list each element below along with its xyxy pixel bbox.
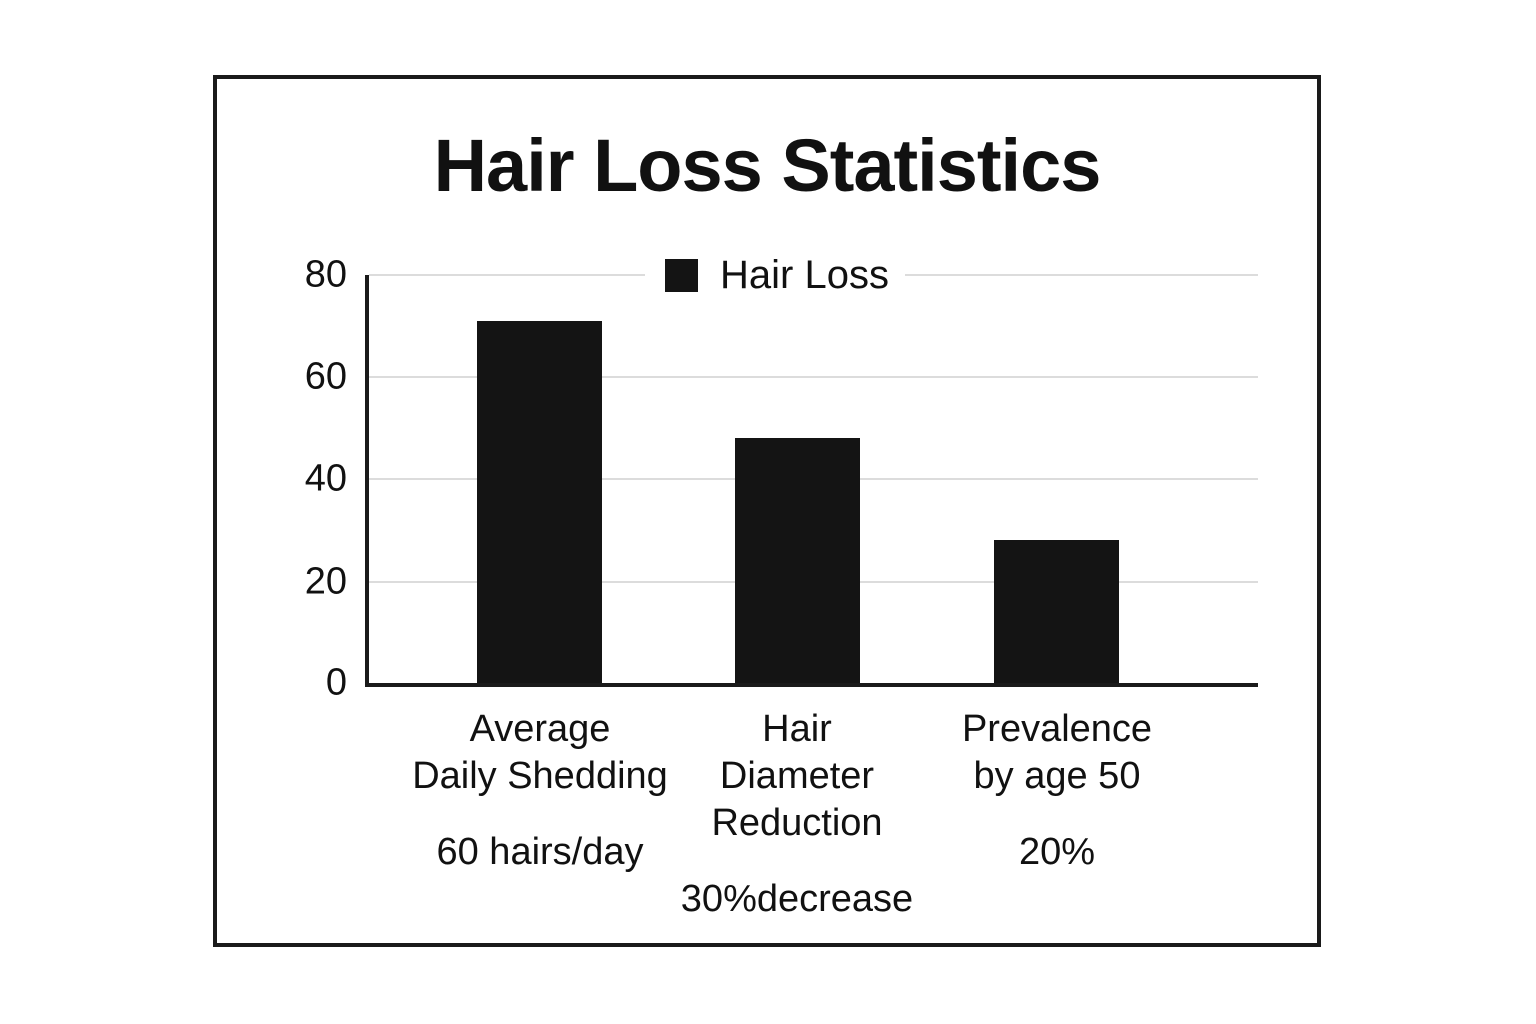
category-line: Hair — [762, 708, 832, 750]
category-line: by age 50 — [973, 755, 1141, 797]
category-line: Average — [469, 708, 611, 750]
value-annotation: 60 hairs/day — [436, 831, 644, 873]
category-label-prevalence-by-age-50: Prevalence by age 50 20% — [897, 706, 1217, 876]
y-tick-80: 80 — [304, 253, 347, 296]
y-tick-60: 60 — [304, 355, 347, 398]
gridline-60 — [369, 376, 1258, 378]
category-line: Prevalence — [961, 708, 1153, 750]
category-label-hair-diameter-reduction: Hair Diameter Reduction 30%decrease — [637, 706, 957, 923]
legend-swatch-hair-loss — [665, 258, 698, 292]
value-annotation: 30%decrease — [680, 878, 914, 920]
bar-average-daily-shedding — [477, 320, 602, 683]
y-tick-20: 20 — [304, 560, 347, 603]
category-label-average-daily-shedding: Average Daily Shedding 60 hairs/day — [380, 706, 700, 876]
category-line: Daily Shedding — [412, 755, 668, 797]
bar-hair-diameter-reduction — [735, 438, 860, 683]
y-tick-40: 40 — [304, 457, 347, 500]
chart-frame: Hair Loss Statistics Hair Loss 80 60 40 … — [213, 75, 1321, 947]
legend: Hair Loss — [645, 244, 905, 306]
value-annotation: 20% — [1018, 831, 1096, 873]
legend-label: Hair Loss — [720, 252, 889, 297]
category-line: Diameter — [719, 755, 875, 797]
y-tick-0: 0 — [325, 661, 347, 704]
y-axis-line — [365, 275, 369, 687]
x-axis-line — [365, 683, 1258, 687]
chart-title: Hair Loss Statistics — [433, 124, 1102, 207]
category-line: Reduction — [711, 802, 883, 844]
bar-prevalence-by-age-50 — [994, 540, 1119, 683]
plot-area — [365, 274, 1258, 687]
